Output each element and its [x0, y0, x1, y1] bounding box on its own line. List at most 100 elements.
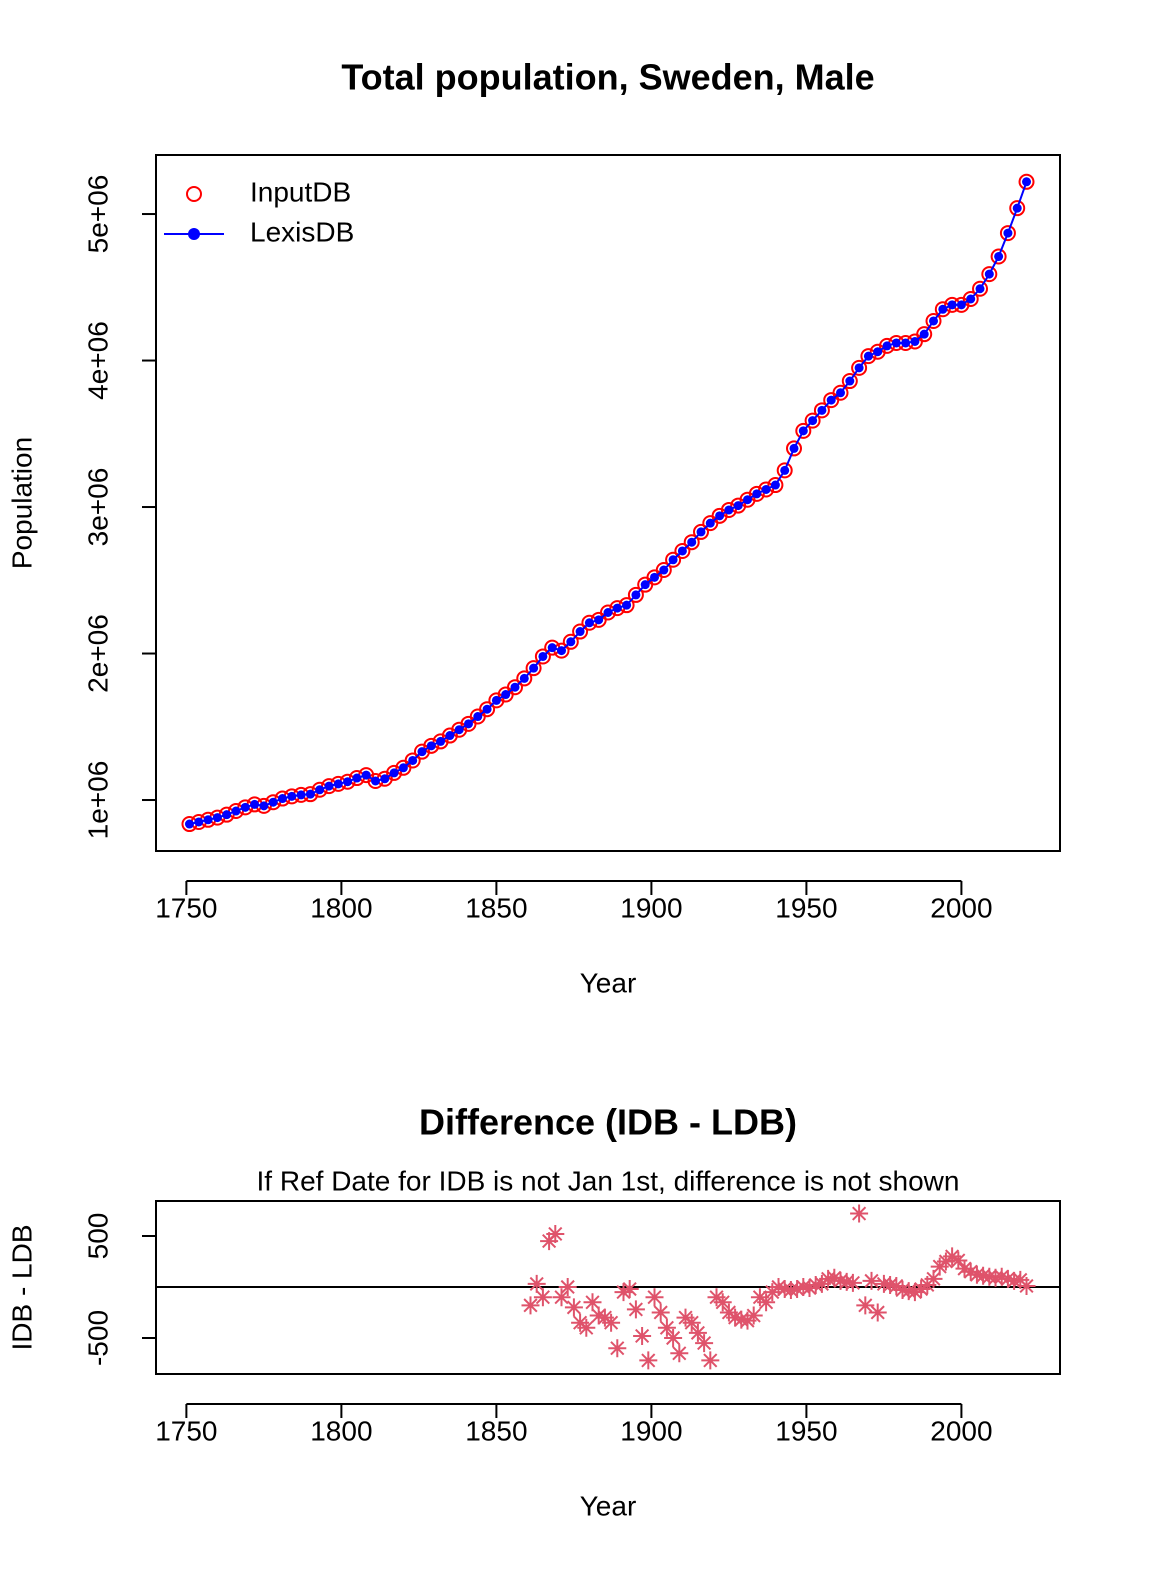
data-point	[826, 395, 836, 405]
data-point	[194, 817, 204, 827]
data-point	[682, 1313, 701, 1332]
data-point	[956, 300, 966, 310]
data-point	[184, 819, 194, 829]
data-point	[912, 1280, 931, 1299]
x-tick-label: 1950	[775, 892, 837, 923]
data-point	[955, 1259, 974, 1278]
data-point	[1012, 203, 1022, 213]
data-point	[881, 1275, 900, 1294]
data-point	[577, 1318, 596, 1337]
legend-label: InputDB	[250, 176, 351, 207]
data-point	[1005, 1271, 1024, 1290]
data-point	[851, 359, 868, 376]
data-point	[705, 518, 715, 528]
plot-frame	[155, 154, 1061, 852]
data-point	[657, 1318, 676, 1337]
data-point	[352, 773, 362, 783]
data-point	[602, 1313, 621, 1332]
data-point	[974, 1266, 993, 1285]
data-point	[832, 384, 849, 401]
data-point	[674, 542, 691, 559]
data-point	[780, 465, 790, 475]
data-point	[899, 1282, 918, 1301]
data-point	[695, 1334, 714, 1353]
data-point	[934, 301, 951, 318]
data-point	[380, 774, 390, 784]
y-tick-label: 4e+06	[82, 321, 113, 400]
legend-marker	[188, 228, 200, 240]
data-point	[491, 695, 501, 705]
data-point	[808, 416, 818, 426]
data-point	[748, 485, 765, 502]
y-tick-label: 2e+06	[82, 614, 113, 693]
data-point	[770, 480, 780, 490]
data-point	[794, 1277, 813, 1296]
data-point	[633, 1326, 652, 1345]
data-point	[776, 462, 793, 479]
data-point	[781, 1281, 800, 1300]
data-point	[533, 1288, 552, 1307]
data-point	[324, 781, 334, 791]
data-point	[724, 505, 734, 515]
x-tick-label: 1800	[310, 1415, 372, 1446]
data-point	[566, 637, 576, 647]
data-point	[744, 1306, 763, 1325]
x-tick-label: 1850	[465, 892, 527, 923]
data-point	[417, 747, 427, 757]
y-tick-label: 5e+06	[82, 175, 113, 254]
data-point	[795, 422, 812, 439]
data-point	[901, 338, 911, 348]
data-point	[558, 1277, 577, 1296]
data-point	[664, 1328, 683, 1347]
data-point	[836, 388, 846, 398]
data-point	[370, 776, 380, 786]
data-point	[627, 586, 644, 603]
data-point	[966, 294, 976, 304]
data-point	[961, 1262, 980, 1281]
x-tick-label: 1900	[620, 892, 682, 923]
data-point	[819, 1269, 838, 1288]
data-point	[929, 316, 939, 326]
data-point	[981, 266, 998, 283]
data-point	[463, 719, 473, 729]
data-point	[713, 1293, 732, 1312]
data-point	[887, 1276, 906, 1295]
data-point	[757, 1293, 776, 1312]
data-point	[841, 373, 858, 390]
y-tick-label: 1e+06	[82, 761, 113, 840]
data-point	[715, 511, 725, 521]
data-point	[562, 633, 579, 650]
data-point	[651, 1303, 670, 1322]
data-point	[212, 813, 222, 823]
data-point	[436, 736, 446, 746]
data-point	[408, 755, 418, 765]
data-point	[693, 523, 710, 540]
x-tick-label: 2000	[930, 1415, 992, 1446]
data-point	[677, 546, 687, 556]
data-point	[594, 615, 604, 625]
data-point	[804, 412, 821, 429]
data-point	[529, 663, 539, 673]
data-point	[874, 1274, 893, 1293]
data-point	[992, 1267, 1011, 1286]
data-point	[733, 501, 743, 511]
data-point	[506, 679, 523, 696]
data-point	[868, 1303, 887, 1322]
data-point	[608, 1339, 627, 1358]
data-point	[534, 648, 551, 665]
data-point	[510, 682, 520, 692]
x-tick-label: 1850	[465, 1415, 527, 1446]
data-point	[998, 1269, 1017, 1288]
data-point	[1009, 200, 1026, 217]
y-tick-label: 3e+06	[82, 468, 113, 547]
data-point	[501, 690, 511, 700]
data-point	[583, 1293, 602, 1312]
data-point	[984, 269, 994, 279]
x-tick-label: 2000	[930, 892, 992, 923]
data-point	[924, 1269, 943, 1288]
data-point	[831, 1271, 850, 1290]
data-point	[398, 763, 408, 773]
data-point	[277, 794, 287, 804]
